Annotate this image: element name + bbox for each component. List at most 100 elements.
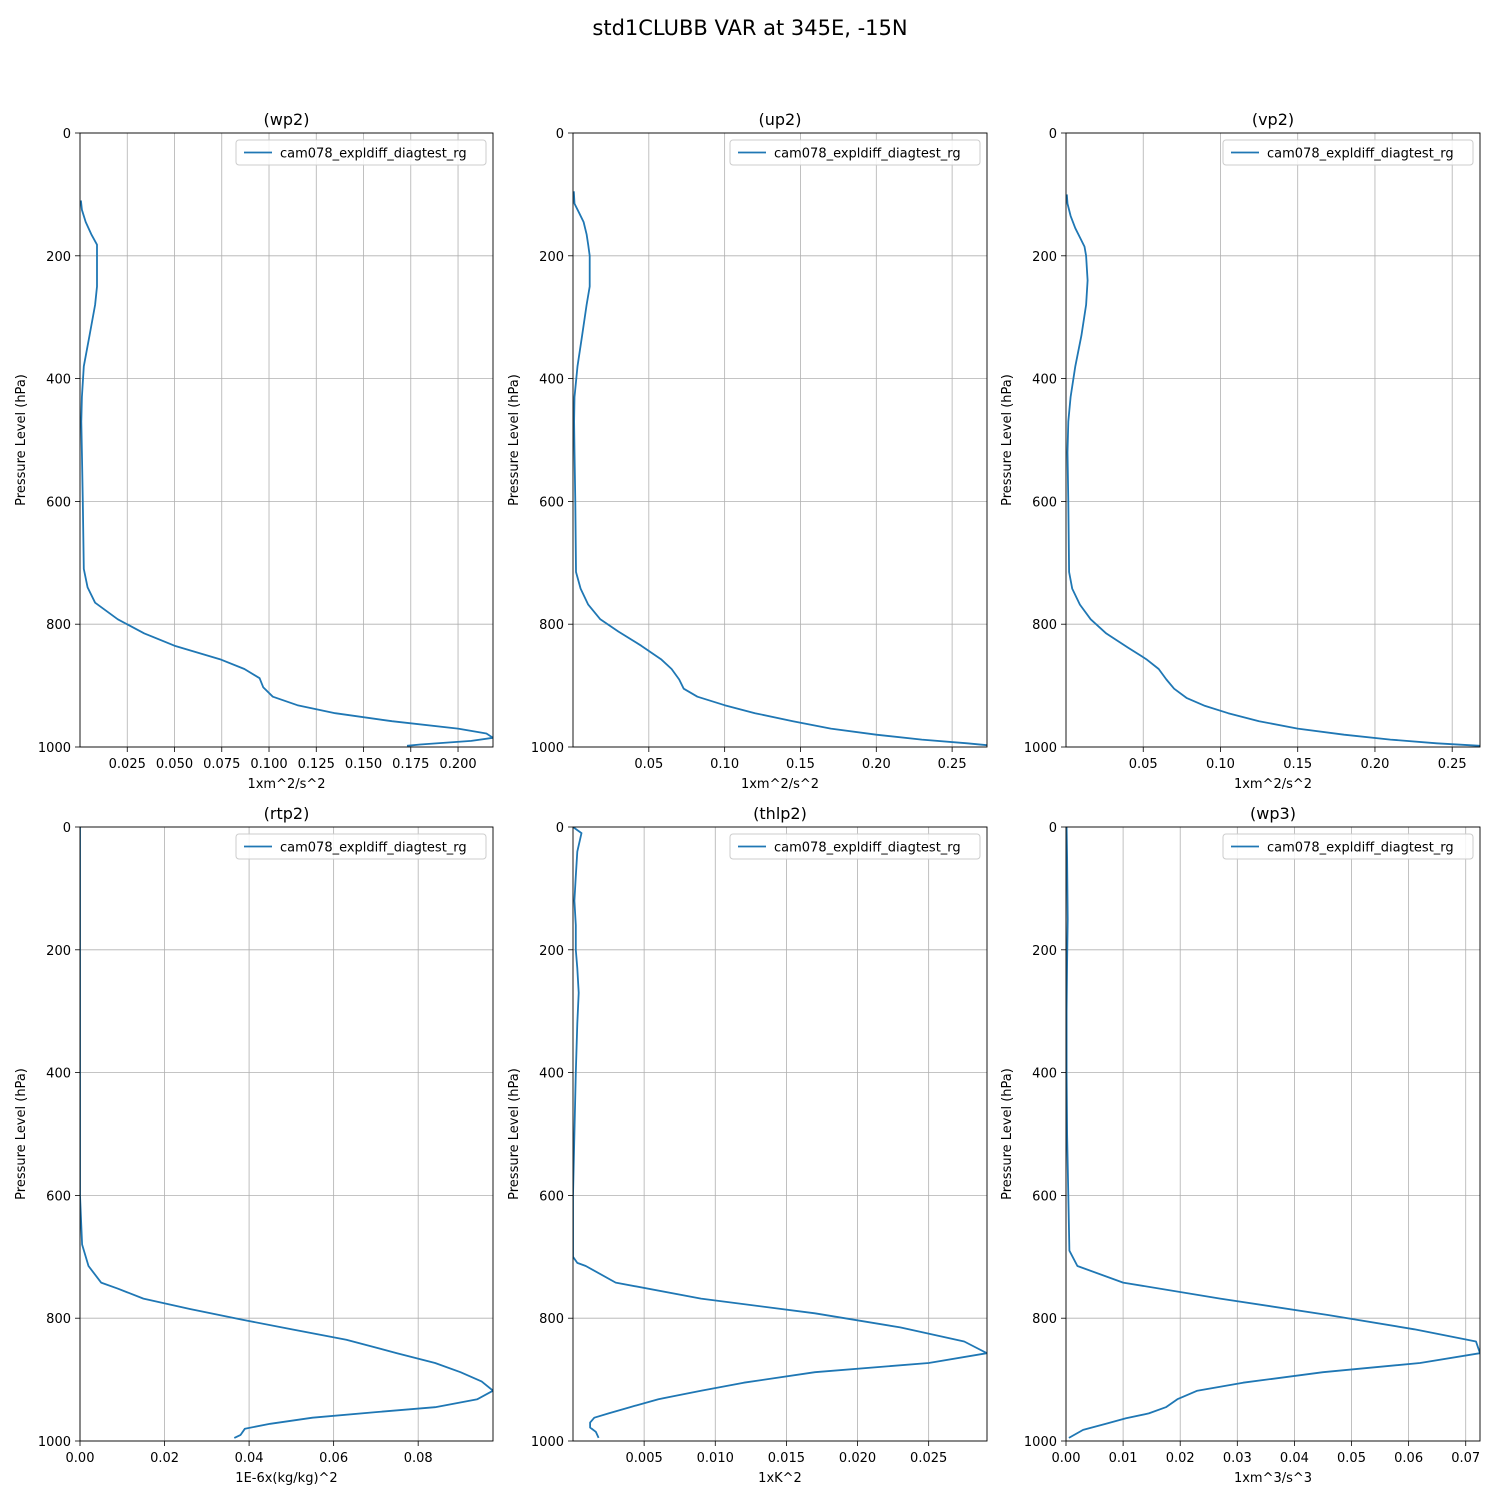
legend-box	[235, 139, 487, 166]
x-tick-label: 0.20	[862, 757, 891, 772]
y-tick-label: 1000	[1024, 741, 1057, 756]
y-tick-label: 0	[63, 127, 71, 142]
y-tick-label: 800	[539, 1312, 564, 1327]
y-tick-label: 400	[1032, 373, 1057, 388]
y-tick-label: 800	[1032, 618, 1057, 633]
x-tick-label: 0.05	[1129, 757, 1158, 772]
axes-frame	[1065, 132, 1481, 748]
y-tick-label: 400	[1032, 1067, 1057, 1082]
x-tick-label: 0.175	[392, 757, 429, 772]
y-tick-label: 0	[1049, 127, 1057, 142]
y-tick-label: 800	[1032, 1312, 1057, 1327]
x-axis-label: 1xm^2/s^2	[741, 777, 819, 792]
x-tick-label: 0.100	[250, 757, 287, 772]
y-axis-label: Pressure Level (hPa)	[1000, 1068, 1015, 1200]
legend-label: cam078_expldiff_diagtest_rg	[280, 841, 467, 856]
x-axis-label: 1xK^2	[758, 1471, 802, 1486]
x-tick-label: 0.05	[634, 757, 663, 772]
y-tick-label: 800	[46, 618, 71, 633]
x-tick-label: 0.04	[235, 1451, 264, 1466]
x-tick-label: 0.15	[1283, 757, 1312, 772]
y-tick-label: 400	[539, 1067, 564, 1082]
y-tick-label: 800	[46, 1312, 71, 1327]
axes-frame	[79, 826, 494, 1442]
subplot-3: 0.00 0.02 0.04 0.06 0.08 0 200 400 600 800 1000 (rt…	[14, 804, 494, 1486]
y-axis-label: Pressure Level (hPa)	[14, 374, 29, 506]
axes-frame	[572, 826, 988, 1442]
subplot-5: 0.00 0.01 0.02 0.03 0.04 0.05 0.06 0.07 0 200 400 6…	[1000, 804, 1481, 1486]
y-axis-label: Pressure Level (hPa)	[507, 374, 522, 506]
x-tick-label: 0.02	[150, 1451, 179, 1466]
y-axis-label: Pressure Level (hPa)	[14, 1068, 29, 1200]
x-axis-label: 1xm^3/s^3	[1234, 1471, 1312, 1486]
x-tick-label: 0.00	[1052, 1451, 1081, 1466]
x-tick-label: 0.005	[626, 1451, 663, 1466]
legend: cam078_expldiff_diagtest_rg	[1222, 833, 1474, 860]
subplot-4: 0.005 0.010 0.015 0.020 0.025 0 200 400 600 800 10…	[507, 804, 988, 1486]
legend-box	[729, 139, 981, 166]
y-tick-label: 0	[556, 127, 564, 142]
x-tick-label: 0.06	[1394, 1451, 1423, 1466]
y-tick-label: 1000	[38, 1435, 71, 1450]
subplot-2: 0.05 0.10 0.15 0.20 0.25 0 200 400 600 800 1000 (vp…	[1000, 110, 1481, 792]
x-tick-label: 0.06	[319, 1451, 348, 1466]
x-tick-label: 0.150	[345, 757, 382, 772]
y-tick-label: 1000	[531, 741, 564, 756]
subplot-title: (wp3)	[1250, 804, 1296, 823]
x-tick-label: 0.025	[109, 757, 146, 772]
y-tick-label: 600	[46, 1189, 71, 1204]
legend-label: cam078_expldiff_diagtest_rg	[280, 147, 467, 162]
y-tick-label: 400	[46, 373, 71, 388]
subplot-1: 0.05 0.10 0.15 0.20 0.25 0 200 400 600 800 1000 (up…	[507, 110, 988, 792]
x-tick-label: 0.25	[1438, 757, 1467, 772]
legend: cam078_expldiff_diagtest_rg	[1222, 139, 1474, 166]
y-tick-label: 0	[63, 821, 71, 836]
subplot-title: (thlp2)	[753, 804, 807, 823]
y-tick-label: 400	[46, 1067, 71, 1082]
legend: cam078_expldiff_diagtest_rg	[235, 139, 487, 166]
y-axis-label: Pressure Level (hPa)	[507, 1068, 522, 1200]
x-axis-label: 1xm^2/s^2	[247, 777, 325, 792]
legend: cam078_expldiff_diagtest_rg	[729, 139, 981, 166]
y-tick-label: 600	[1032, 495, 1057, 510]
y-tick-label: 600	[1032, 1189, 1057, 1204]
subplot-0: 0.025 0.050 0.075 0.100 0.125 0.150 0.175 0.200…	[14, 110, 494, 792]
x-tick-label: 0.10	[1206, 757, 1235, 772]
legend: cam078_expldiff_diagtest_rg	[235, 833, 487, 860]
y-tick-label: 200	[46, 944, 71, 959]
subplot-title: (vp2)	[1252, 110, 1294, 129]
x-tick-label: 0.15	[786, 757, 815, 772]
y-tick-label: 200	[1032, 944, 1057, 959]
y-tick-label: 0	[1049, 821, 1057, 836]
legend: cam078_expldiff_diagtest_rg	[729, 833, 981, 860]
series-line	[1066, 194, 1480, 747]
y-tick-label: 600	[539, 495, 564, 510]
legend-box	[1222, 139, 1474, 166]
axes-frame	[79, 132, 494, 748]
y-tick-label: 200	[46, 250, 71, 265]
figure-title: std1CLUBB VAR at 345E, -15N	[592, 16, 908, 40]
x-tick-label: 0.010	[697, 1451, 734, 1466]
x-tick-label: 0.050	[156, 757, 193, 772]
x-tick-label: 0.025	[910, 1451, 947, 1466]
axes-frame	[572, 132, 988, 748]
subplot-title: (up2)	[759, 110, 802, 129]
y-tick-label: 800	[539, 618, 564, 633]
series-line	[573, 827, 987, 1439]
legend-label: cam078_expldiff_diagtest_rg	[1267, 841, 1454, 856]
x-tick-label: 0.125	[298, 757, 335, 772]
x-tick-label: 0.10	[710, 757, 739, 772]
legend-box	[1222, 833, 1474, 860]
series-line	[80, 827, 493, 1439]
x-tick-label: 0.00	[66, 1451, 95, 1466]
x-tick-label: 0.20	[1360, 757, 1389, 772]
legend-label: cam078_expldiff_diagtest_rg	[1267, 147, 1454, 162]
x-tick-label: 0.08	[404, 1451, 433, 1466]
series-line	[1066, 827, 1480, 1439]
x-tick-label: 0.02	[1166, 1451, 1195, 1466]
legend-label: cam078_expldiff_diagtest_rg	[774, 841, 961, 856]
y-tick-label: 1000	[531, 1435, 564, 1450]
y-tick-label: 600	[46, 495, 71, 510]
x-tick-label: 0.020	[839, 1451, 876, 1466]
